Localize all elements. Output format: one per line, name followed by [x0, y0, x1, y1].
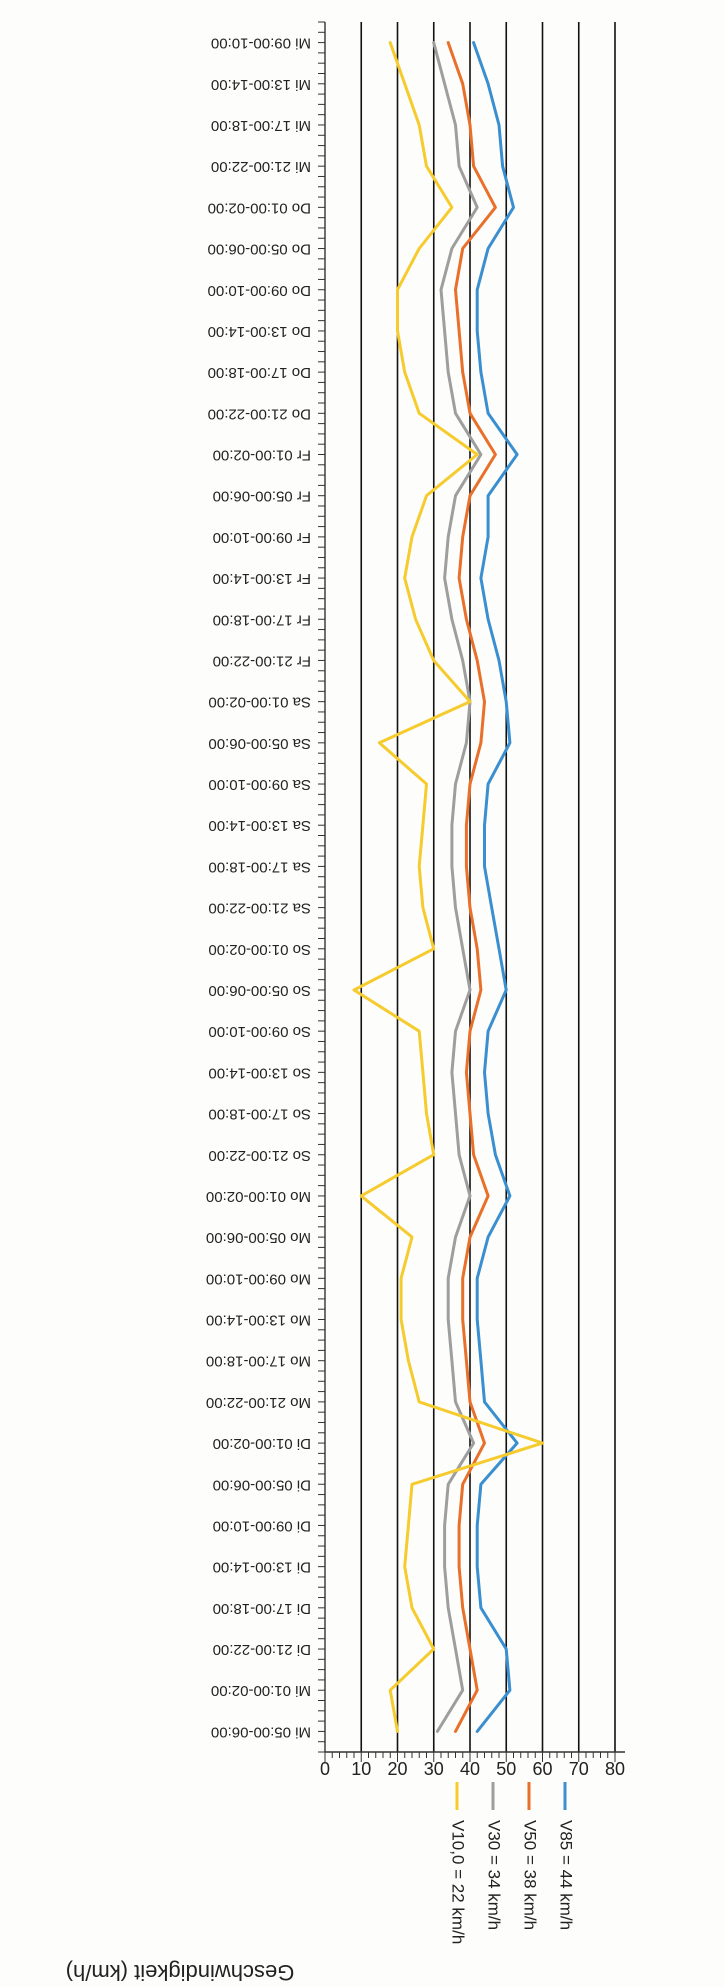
x-tick-label: So 09:00-10:00: [208, 1023, 311, 1040]
x-tick-label: Do 13:00-14:00: [208, 323, 311, 340]
x-tick-label: Do 17:00-18:00: [208, 364, 311, 381]
series-line-2: [432, 41, 483, 1733]
x-tick-label: Di 13:00-14:00: [213, 1559, 311, 1576]
legend: V85 = 44 km/h V50 = 38 km/h V30 = 34 km/h V…: [449, 1782, 576, 1944]
x-tick-label: Sa 01:00-02:00: [208, 694, 311, 711]
y-tick-label: 30: [424, 1759, 444, 1779]
x-tick-label: Mo 21:00-22:00: [206, 1394, 311, 1411]
series-line-3: [352, 41, 544, 1733]
x-tick-label: Fr 13:00-14:00: [213, 570, 311, 587]
x-tick-label: Sa 13:00-14:00: [208, 817, 311, 834]
x-tick-label: Fr 21:00-22:00: [213, 652, 311, 669]
x-tick-label: Sa 05:00-06:00: [208, 735, 311, 752]
x-tick-label: Do 01:00-02:00: [208, 199, 311, 216]
x-tick-label: Do 09:00-10:00: [208, 282, 311, 299]
y-tick-label: 70: [569, 1759, 589, 1779]
x-tick-label: Fr 01:00-02:00: [213, 447, 311, 464]
x-tick-label: Di 21:00-22:00: [213, 1641, 311, 1658]
legend-label-3: V10,0 = 22 km/h: [449, 1820, 468, 1944]
x-tick-label: So 21:00-22:00: [208, 1147, 311, 1164]
x-tick-label: Di 09:00-10:00: [213, 1517, 311, 1534]
x-tick-label: Do 05:00-06:00: [208, 241, 311, 258]
x-tick-label: Sa 21:00-22:00: [208, 900, 311, 917]
axis-layer: 0 10 20 30 40 50 60 70 80 Mi 09:00-10:00 Mi 13:00-…: [206, 21, 625, 1779]
y-axis-title-layer: Geschwindigkeit (km/h): [66, 1960, 295, 1985]
y-axis-title: Geschwindigkeit (km/h): [66, 1960, 295, 1982]
y-tick-label: 60: [532, 1759, 552, 1779]
x-tick-label: Mi 13:00-14:00: [211, 76, 311, 93]
y-tick-label: 0: [320, 1759, 330, 1779]
x-tick-label: Mo 09:00-10:00: [206, 1270, 311, 1287]
y-tick-label: 80: [605, 1759, 625, 1779]
x-tick-label: Mi 09:00-10:00: [211, 35, 311, 52]
y-tick-label: 20: [387, 1759, 407, 1779]
legend-label-0: V85 = 44 km/h: [557, 1820, 576, 1930]
x-tick-label: Mi 05:00-06:00: [211, 1723, 311, 1740]
x-tick-label: So 17:00-18:00: [208, 1106, 311, 1123]
y-tick-label: 50: [496, 1759, 516, 1779]
x-tick-label: Mi 01:00-02:00: [211, 1682, 311, 1699]
series-layer: [352, 41, 544, 1733]
x-tick-label: Di 17:00-18:00: [213, 1600, 311, 1617]
x-tick-label: Fr 17:00-18:00: [213, 611, 311, 628]
x-tick-label: Fr 09:00-10:00: [213, 529, 311, 546]
x-tick-label: Mo 17:00-18:00: [206, 1353, 311, 1370]
x-tick-label: Mo 01:00-02:00: [206, 1188, 311, 1205]
x-tick-label: Do 21:00-22:00: [208, 405, 311, 422]
x-tick-label: Di 05:00-06:00: [213, 1476, 311, 1493]
series-line-0: [472, 41, 519, 1733]
x-tick-label: So 13:00-14:00: [208, 1064, 311, 1081]
y-tick-label: 40: [460, 1759, 480, 1779]
x-tick-label: Mi 21:00-22:00: [211, 158, 311, 175]
x-tick-label: Mi 17:00-18:00: [211, 117, 311, 134]
x-tick-label: Mo 13:00-14:00: [206, 1312, 311, 1329]
legend-label-2: V30 = 34 km/h: [485, 1820, 504, 1930]
x-tick-label: Sa 09:00-10:00: [208, 776, 311, 793]
x-tick-label: Sa 17:00-18:00: [208, 858, 311, 875]
x-tick-label: So 05:00-06:00: [208, 982, 311, 999]
x-tick-label: Fr 05:00-06:00: [213, 488, 311, 505]
x-tick-label: Mo 05:00-06:00: [206, 1229, 311, 1246]
x-tick-label: Di 01:00-02:00: [213, 1435, 311, 1452]
x-tick-label: So 01:00-02:00: [208, 941, 311, 958]
series-line-1: [446, 41, 497, 1733]
y-tick-label: 10: [351, 1759, 371, 1779]
legend-label-1: V50 = 38 km/h: [521, 1820, 540, 1930]
